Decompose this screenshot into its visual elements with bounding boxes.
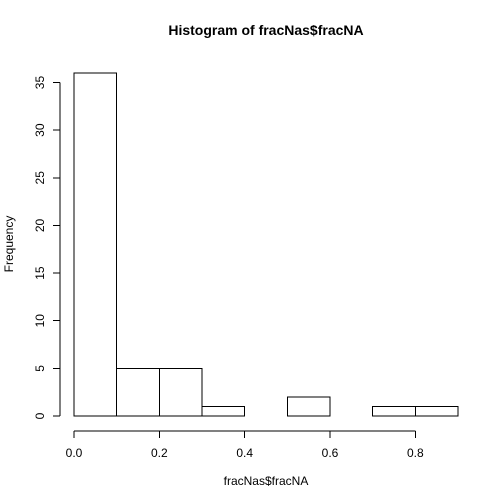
y-tick-label: 20 xyxy=(33,218,47,232)
histogram-bar xyxy=(158,367,203,417)
chart-title: Histogram of fracNas$fracNA xyxy=(168,22,363,38)
y-axis-label: Frequency xyxy=(2,216,16,273)
histogram-bar xyxy=(286,396,331,417)
y-tick-label: 25 xyxy=(33,171,47,185)
y-tick-label: 5 xyxy=(33,365,47,372)
x-axis: 0.0 0.2 0.4 0.6 0.8 xyxy=(66,430,424,460)
histogram-bar xyxy=(372,405,416,417)
x-tick-label: 0.0 xyxy=(66,446,83,460)
x-tick-label: 0.4 xyxy=(236,446,253,460)
x-axis-label: fracNas$fracNA xyxy=(224,474,309,488)
y-tick-label: 15 xyxy=(33,266,47,280)
histogram-bar xyxy=(73,72,118,417)
x-tick-label: 0.2 xyxy=(151,446,168,460)
y-tick-label: 10 xyxy=(33,314,47,328)
histogram-bar xyxy=(116,367,160,417)
y-tick-label: 35 xyxy=(33,76,47,90)
histogram-bar xyxy=(201,405,246,417)
histogram-bar xyxy=(414,405,459,417)
y-tick-label: 0 xyxy=(33,412,47,419)
x-tick-label: 0.6 xyxy=(322,446,339,460)
bars-group xyxy=(73,72,459,417)
x-tick-label: 0.8 xyxy=(407,446,424,460)
y-tick-label: 30 xyxy=(33,123,47,137)
y-axis: 0 5 10 15 20 25 30 35 xyxy=(33,76,61,419)
